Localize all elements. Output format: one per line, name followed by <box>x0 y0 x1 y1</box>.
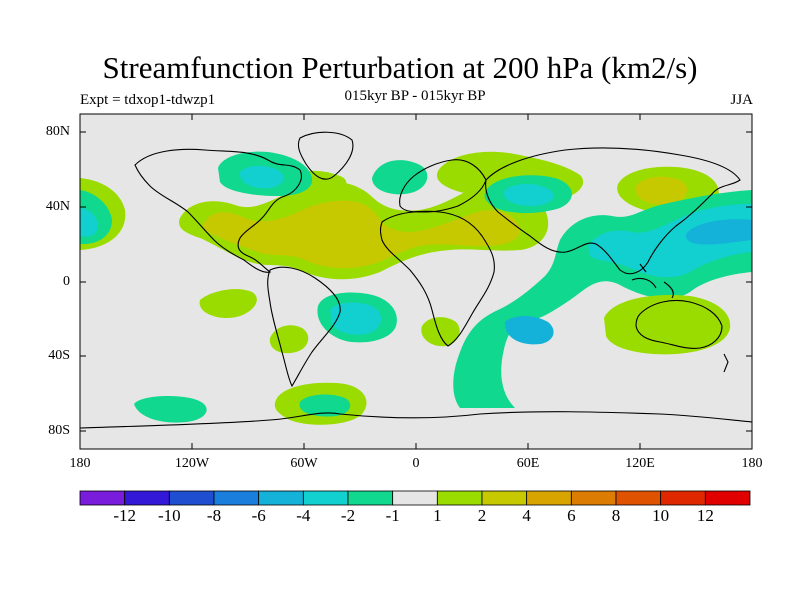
contour-region <box>199 289 257 319</box>
contour-region <box>604 294 731 355</box>
coast-south-america <box>267 266 341 388</box>
lat-tick-label: 80N <box>45 124 70 139</box>
colorbar-swatch <box>124 490 170 506</box>
colorbar-label: -10 <box>157 506 181 525</box>
colorbar-swatch <box>168 490 215 506</box>
colorbar-swatch <box>302 490 349 506</box>
colorbar <box>79 490 751 506</box>
coast-north-america <box>134 148 302 273</box>
colorbar-label: 6 <box>567 506 576 525</box>
contour-region <box>372 160 428 195</box>
lon-tick-label: 120E <box>625 456 655 471</box>
lat-tick-label: 80S <box>48 423 70 438</box>
colorbar-label: 4 <box>522 506 531 525</box>
colorbar-label: 2 <box>477 506 487 525</box>
colorbar-label: -8 <box>206 506 222 525</box>
coast-asia <box>485 147 741 275</box>
colorbar-label: -12 <box>113 506 136 525</box>
colorbar-label: 10 <box>652 506 670 525</box>
colorbar-label: 12 <box>696 506 714 525</box>
colorbar-swatch <box>481 490 528 506</box>
lon-tick-label: 180 <box>741 456 763 471</box>
coast-antarctica <box>80 411 752 429</box>
coast-africa <box>379 210 495 347</box>
coast-islands <box>631 263 674 299</box>
lat-tick-label: 40S <box>48 348 70 363</box>
contour-region <box>685 219 752 245</box>
lat-tick-label: 40N <box>45 199 70 214</box>
colorbar-swatch <box>213 490 260 506</box>
chart-title: Streamfunction Perturbation at 200 hPa (… <box>102 50 698 85</box>
coast-australia <box>635 299 723 349</box>
lat-tick-label: 0 <box>63 274 70 289</box>
colorbar-label: 1 <box>433 506 442 525</box>
colorbar-swatch <box>660 490 706 506</box>
contour-region <box>330 302 381 335</box>
contour-region <box>269 325 309 354</box>
colorbar-swatch <box>347 490 394 506</box>
colorbar-swatch <box>258 490 304 506</box>
contour-region <box>504 316 554 345</box>
experiment-label: Expt = tdxop1-tdwzp1 <box>80 92 216 108</box>
colorbar-label: 8 <box>611 506 621 525</box>
contour-region <box>421 317 460 347</box>
lon-tick-label: 180 <box>69 456 91 471</box>
contour-region <box>80 208 98 237</box>
colorbar-swatch <box>392 490 438 506</box>
contour-fields <box>80 131 752 429</box>
contour-region <box>202 200 521 268</box>
contour-region <box>239 165 284 189</box>
colorbar-swatch <box>704 490 751 506</box>
colorbar-swatch <box>615 490 662 506</box>
contour-region <box>504 184 554 206</box>
lon-tick-label: 0 <box>412 456 420 471</box>
period-label: 015kyr BP - 015kyr BP <box>344 88 486 104</box>
coast-new-zealand <box>723 353 729 373</box>
colorbar-swatch <box>79 490 126 506</box>
colorbar-label: -2 <box>340 506 356 525</box>
colorbar-swatch <box>570 490 617 506</box>
colorbar-label: -6 <box>251 506 266 525</box>
coastlines <box>80 131 752 429</box>
season-label: JJA <box>730 92 753 108</box>
lon-tick-label: 120W <box>174 456 210 471</box>
axis-ticks <box>80 114 752 449</box>
contour-region <box>134 396 207 423</box>
lon-tick-label: 60W <box>290 456 318 471</box>
colorbar-label: -4 <box>296 506 311 525</box>
colorbar-label: -1 <box>385 506 400 525</box>
colorbar-swatch <box>526 490 572 506</box>
contour-region <box>635 176 687 206</box>
lon-tick-label: 60E <box>516 456 540 471</box>
colorbar-swatch <box>436 490 483 506</box>
contour-region <box>299 394 351 417</box>
coast-greenland <box>297 131 354 180</box>
